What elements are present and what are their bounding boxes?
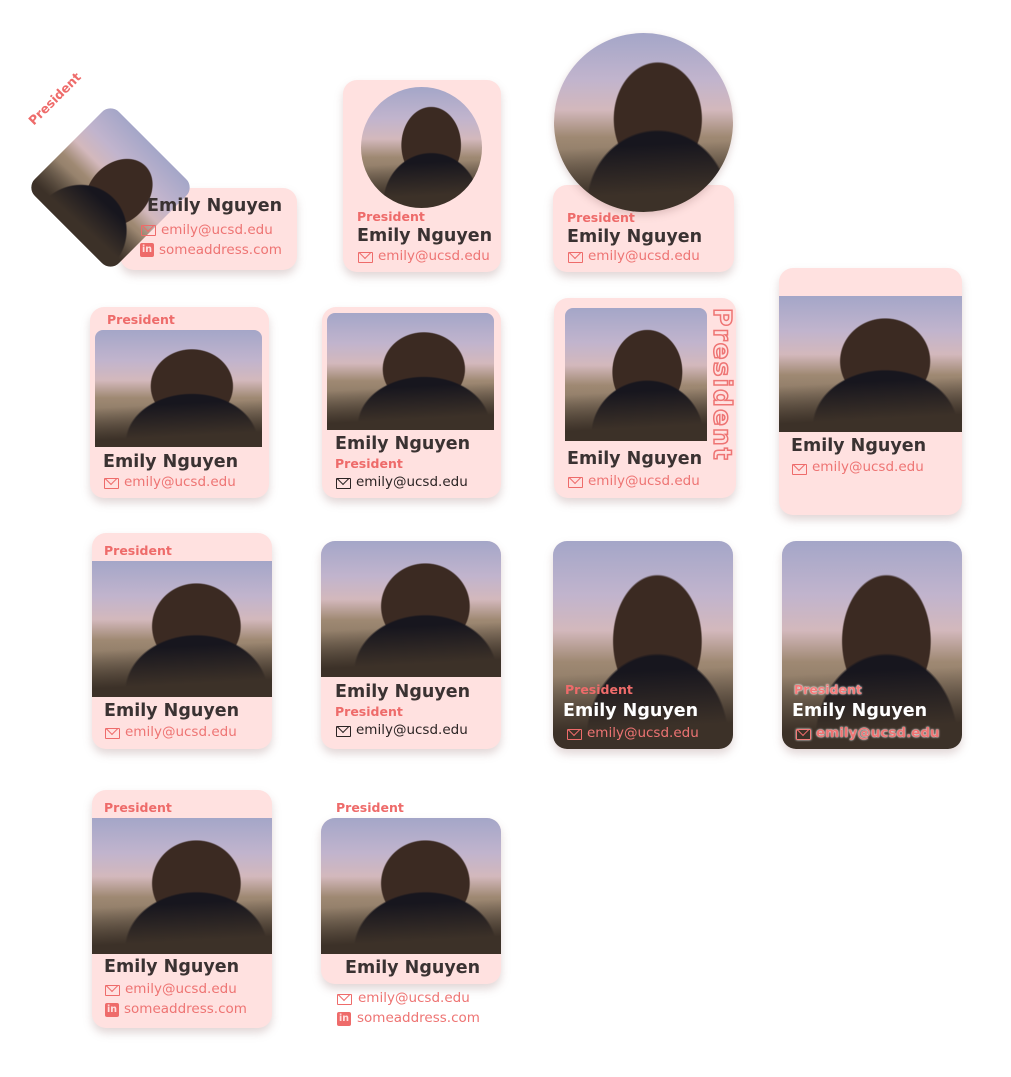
name-label: Emily Nguyen xyxy=(792,701,928,721)
name-label: Emily Nguyen xyxy=(335,434,471,454)
website-link[interactable]: someaddress.com xyxy=(124,1001,247,1017)
profile-photo xyxy=(95,330,262,447)
email-link[interactable]: emily@ucsd.edu xyxy=(356,722,468,738)
role-label-vertical: President xyxy=(707,307,738,462)
name-label: Emily Nguyen xyxy=(345,958,481,978)
profile-photo xyxy=(779,296,962,432)
mail-icon xyxy=(568,252,583,263)
role-label: President xyxy=(567,210,635,225)
role-label: President xyxy=(107,312,175,327)
email-link[interactable]: emily@ucsd.edu xyxy=(124,474,236,490)
email-link[interactable]: emily@ucsd.edu xyxy=(587,725,699,741)
linkedin-icon: in xyxy=(337,1012,351,1026)
email-link[interactable]: emily@ucsd.edu xyxy=(125,724,237,740)
role-label: President xyxy=(357,209,425,224)
profile-photo xyxy=(554,33,733,212)
profile-photo xyxy=(321,541,501,677)
profile-photo xyxy=(361,87,482,208)
email-link[interactable]: emily@ucsd.edu xyxy=(125,981,237,997)
email-link[interactable]: emily@ucsd.edu xyxy=(161,222,273,238)
email-link[interactable]: emily@ucsd.edu xyxy=(816,725,940,741)
mail-icon xyxy=(568,477,583,488)
linkedin-icon: in xyxy=(105,1003,119,1017)
email-link[interactable]: emily@ucsd.edu xyxy=(358,990,470,1006)
role-label: President xyxy=(794,682,862,697)
email-link[interactable]: emily@ucsd.edu xyxy=(588,248,700,264)
email-link[interactable]: emily@ucsd.edu xyxy=(378,248,490,264)
mail-icon xyxy=(336,726,351,737)
role-label: President xyxy=(104,800,172,815)
name-label: Emily Nguyen xyxy=(104,957,240,977)
mail-icon xyxy=(792,464,807,475)
profile-photo xyxy=(92,561,272,697)
name-label: Emily Nguyen xyxy=(104,701,240,721)
name-label: Emily Nguyen xyxy=(563,701,699,721)
mail-icon xyxy=(105,985,120,996)
mail-icon xyxy=(104,478,119,489)
mail-icon xyxy=(358,252,373,263)
card-photo-overlay-outlined xyxy=(782,541,962,749)
mail-icon xyxy=(141,225,156,236)
mail-icon xyxy=(796,729,811,740)
name-label: Emily Nguyen xyxy=(357,226,493,246)
website-link[interactable]: someaddress.com xyxy=(357,1010,480,1026)
name-label: Emily Nguyen xyxy=(567,227,703,247)
name-label: Emily Nguyen xyxy=(791,436,927,456)
website-link[interactable]: someaddress.com xyxy=(159,242,282,258)
mail-icon xyxy=(337,994,352,1005)
profile-photo xyxy=(565,308,707,441)
profile-photo xyxy=(327,313,494,430)
mail-icon xyxy=(336,478,351,489)
role-label: President xyxy=(336,800,404,815)
role-label: President xyxy=(335,704,403,719)
card-photo-overlay xyxy=(553,541,733,749)
role-label: President xyxy=(565,682,633,697)
role-label: President xyxy=(104,543,172,558)
name-label: Emily Nguyen xyxy=(147,196,283,216)
profile-photo xyxy=(92,818,272,954)
linkedin-icon: in xyxy=(140,243,154,257)
name-label: Emily Nguyen xyxy=(103,452,239,472)
role-label: President xyxy=(335,456,403,471)
name-label: Emily Nguyen xyxy=(335,682,471,702)
mail-icon xyxy=(567,729,582,740)
role-label: President xyxy=(25,69,84,128)
email-link[interactable]: emily@ucsd.edu xyxy=(812,459,924,475)
email-link[interactable]: emily@ucsd.edu xyxy=(356,474,468,490)
name-label: Emily Nguyen xyxy=(567,449,703,469)
profile-photo xyxy=(321,818,501,954)
email-link[interactable]: emily@ucsd.edu xyxy=(588,473,700,489)
mail-icon xyxy=(105,728,120,739)
